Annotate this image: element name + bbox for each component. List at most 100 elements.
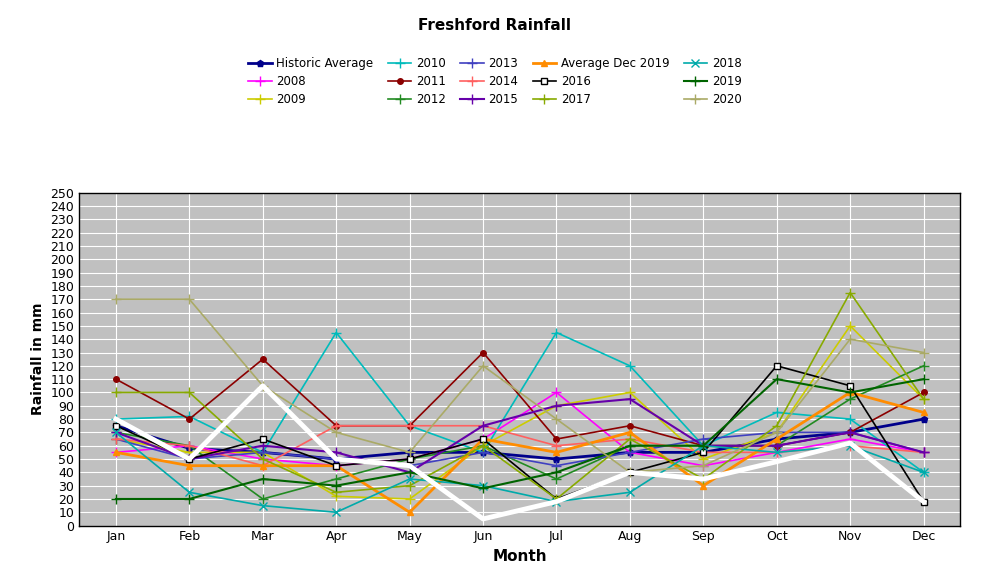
2012 bbox=[256, 495, 268, 502]
2018 bbox=[844, 442, 856, 449]
2020 bbox=[110, 296, 122, 303]
2013 bbox=[331, 456, 343, 463]
2009 bbox=[918, 395, 930, 402]
2019 bbox=[404, 469, 416, 476]
2014 bbox=[331, 422, 343, 429]
2009 bbox=[256, 449, 268, 456]
Line: 2010: 2010 bbox=[111, 328, 929, 477]
2008 bbox=[256, 456, 268, 463]
2011 bbox=[110, 376, 122, 383]
2020 bbox=[918, 349, 930, 356]
2010 bbox=[844, 416, 856, 423]
2012 bbox=[697, 442, 709, 449]
2019 bbox=[918, 376, 930, 383]
2014 bbox=[550, 442, 562, 449]
2011 bbox=[624, 422, 636, 429]
2011 bbox=[844, 429, 856, 436]
2018 bbox=[183, 489, 195, 496]
Historic Average bbox=[771, 436, 783, 443]
Historic Average bbox=[331, 456, 343, 463]
2008 bbox=[771, 449, 783, 456]
2015 bbox=[844, 429, 856, 436]
2010 bbox=[550, 329, 562, 336]
2013 bbox=[844, 429, 856, 436]
2018 bbox=[331, 509, 343, 516]
2020 bbox=[477, 362, 489, 369]
2017 bbox=[404, 482, 416, 489]
2008 bbox=[331, 462, 343, 469]
2019 bbox=[331, 482, 343, 489]
2017 bbox=[550, 495, 562, 502]
2013 bbox=[183, 456, 195, 463]
2020 bbox=[697, 462, 709, 469]
Line: 2014: 2014 bbox=[111, 421, 929, 471]
2015 bbox=[550, 402, 562, 409]
2017 bbox=[624, 436, 636, 443]
2013 bbox=[550, 462, 562, 469]
2018 bbox=[550, 498, 562, 505]
2010 bbox=[183, 413, 195, 420]
2015 bbox=[183, 456, 195, 463]
2013 bbox=[697, 436, 709, 443]
Historic Average bbox=[477, 449, 489, 456]
2019 bbox=[256, 475, 268, 482]
2017 bbox=[697, 475, 709, 482]
Historic Average bbox=[256, 449, 268, 456]
2015 bbox=[918, 449, 930, 456]
2015 bbox=[477, 422, 489, 429]
Line: Historic Average: Historic Average bbox=[113, 416, 927, 463]
2008 bbox=[918, 449, 930, 456]
Average Dec 2019 bbox=[550, 449, 562, 456]
2018 bbox=[404, 475, 416, 482]
2015 bbox=[771, 442, 783, 449]
2015 bbox=[256, 442, 268, 449]
Text: Freshford Rainfall: Freshford Rainfall bbox=[419, 18, 571, 33]
Historic Average bbox=[918, 416, 930, 423]
Line: 2019: 2019 bbox=[111, 374, 929, 504]
2010 bbox=[624, 362, 636, 369]
2019 bbox=[110, 495, 122, 502]
2017 bbox=[256, 456, 268, 463]
Average Dec 2019 bbox=[183, 462, 195, 469]
Average Dec 2019 bbox=[477, 436, 489, 443]
2016 bbox=[477, 436, 489, 443]
X-axis label: Month: Month bbox=[492, 549, 547, 564]
Line: 2018: 2018 bbox=[112, 428, 928, 516]
2008 bbox=[183, 442, 195, 449]
Line: 2016: 2016 bbox=[113, 362, 927, 505]
2020 bbox=[331, 429, 343, 436]
2020 bbox=[550, 416, 562, 423]
2014 bbox=[477, 422, 489, 429]
2013 bbox=[404, 462, 416, 469]
Historic Average bbox=[404, 449, 416, 456]
2013 bbox=[110, 436, 122, 443]
2011 bbox=[404, 422, 416, 429]
Legend: Historic Average, 2008, 2009, 2010, 2011, 2012, 2013, 2014, 2015, Average Dec 20: Historic Average, 2008, 2009, 2010, 2011… bbox=[244, 53, 746, 110]
2010 bbox=[477, 449, 489, 456]
2012 bbox=[331, 475, 343, 482]
2017 bbox=[331, 489, 343, 496]
2010 bbox=[256, 449, 268, 456]
Line: 2013: 2013 bbox=[111, 427, 929, 471]
2019 bbox=[771, 376, 783, 383]
2013 bbox=[256, 449, 268, 456]
2016 bbox=[550, 495, 562, 502]
2014 bbox=[697, 449, 709, 456]
Line: 2012: 2012 bbox=[111, 361, 929, 504]
2016 bbox=[771, 362, 783, 369]
2011 bbox=[697, 442, 709, 449]
2008 bbox=[550, 389, 562, 396]
2009 bbox=[771, 429, 783, 436]
2012 bbox=[550, 475, 562, 482]
2012 bbox=[918, 362, 930, 369]
Y-axis label: Rainfall in mm: Rainfall in mm bbox=[31, 303, 45, 415]
2015 bbox=[331, 449, 343, 456]
2011 bbox=[477, 349, 489, 356]
2008 bbox=[404, 456, 416, 463]
2018 bbox=[256, 502, 268, 509]
2016 bbox=[404, 456, 416, 463]
Average Dec 2019 bbox=[918, 409, 930, 416]
2013 bbox=[477, 449, 489, 456]
Average Dec 2019 bbox=[331, 462, 343, 469]
Historic Average bbox=[110, 422, 122, 429]
